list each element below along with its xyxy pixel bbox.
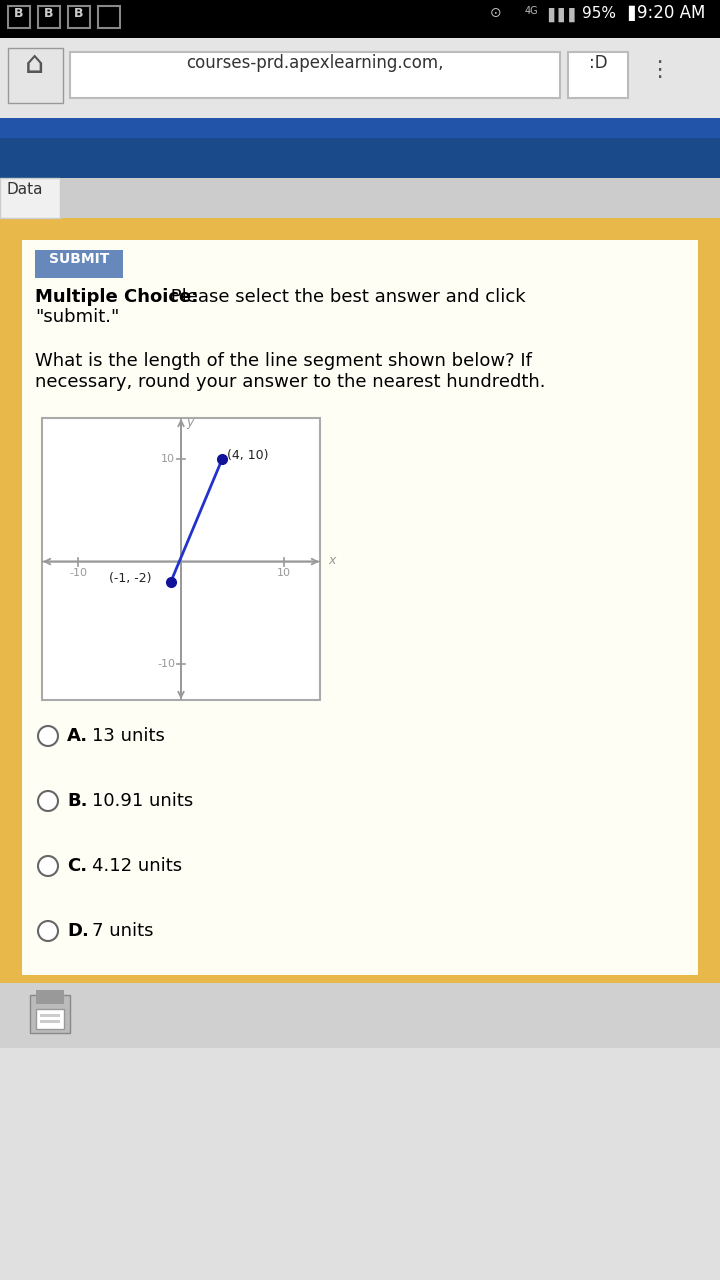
Bar [0, 0, 720, 38]
Text: ⌂: ⌂ [25, 50, 45, 79]
Text: B: B [14, 6, 24, 20]
Text: 10: 10 [161, 454, 175, 465]
Text: 4.12 units: 4.12 units [92, 858, 182, 876]
Text: :D: :D [589, 54, 607, 72]
Bar [0, 178, 60, 218]
Text: courses-prd.apexlearning.com,: courses-prd.apexlearning.com, [186, 54, 444, 72]
Text: ▐: ▐ [622, 6, 634, 22]
Bar [698, 238, 720, 975]
Text: 10: 10 [277, 567, 291, 577]
Text: ⊙: ⊙ [490, 6, 502, 20]
Text: What is the length of the line segment shown below? If
necessary, round your ans: What is the length of the line segment s… [35, 352, 546, 390]
Text: ▌▌▌: ▌▌▌ [548, 8, 580, 22]
Circle shape [38, 726, 58, 746]
Bar [0, 975, 720, 983]
Text: x: x [328, 553, 336, 567]
Bar [22, 238, 698, 975]
Text: 9:20 AM: 9:20 AM [637, 4, 706, 22]
Text: 4G: 4G [525, 6, 539, 15]
Circle shape [38, 922, 58, 941]
Text: Please select the best answer and click: Please select the best answer and click [165, 288, 526, 306]
Text: 10.91 units: 10.91 units [92, 792, 193, 810]
Bar [568, 52, 628, 99]
Text: (-1, -2): (-1, -2) [109, 572, 151, 585]
Bar [8, 47, 63, 102]
Bar [0, 1048, 720, 1280]
Text: A.: A. [67, 727, 88, 745]
Bar [0, 983, 720, 1048]
Bar [8, 6, 30, 28]
Text: 7 units: 7 units [92, 922, 153, 940]
Bar [0, 238, 22, 975]
Bar [36, 989, 64, 1004]
Text: C.: C. [67, 858, 87, 876]
Bar [30, 995, 70, 1033]
Circle shape [38, 856, 58, 876]
Text: (4, 10): (4, 10) [228, 448, 269, 462]
Bar [70, 52, 560, 99]
Bar [0, 218, 720, 241]
Text: Multiple Choice:: Multiple Choice: [35, 288, 199, 306]
Text: -10: -10 [69, 567, 87, 577]
Text: "submit.": "submit." [35, 308, 120, 326]
Text: ⋮: ⋮ [648, 60, 670, 79]
Bar [35, 250, 123, 278]
Text: -10: -10 [157, 659, 175, 669]
Text: D.: D. [67, 922, 89, 940]
Text: B: B [44, 6, 54, 20]
Bar [0, 38, 720, 118]
Text: Data: Data [6, 182, 42, 197]
Text: SUBMIT: SUBMIT [49, 252, 109, 266]
Bar [68, 6, 90, 28]
Text: B.: B. [67, 792, 88, 810]
Bar [0, 118, 720, 178]
Text: 95%: 95% [582, 6, 616, 20]
Text: y: y [186, 416, 194, 429]
Bar [40, 1020, 60, 1023]
Bar [38, 6, 60, 28]
Bar [0, 118, 720, 138]
Text: B: B [74, 6, 84, 20]
Bar [40, 1014, 60, 1018]
Bar [0, 178, 720, 218]
Bar [36, 1009, 64, 1029]
Text: 13 units: 13 units [92, 727, 165, 745]
Circle shape [38, 791, 58, 812]
Bar [98, 6, 120, 28]
Bar [42, 419, 320, 700]
